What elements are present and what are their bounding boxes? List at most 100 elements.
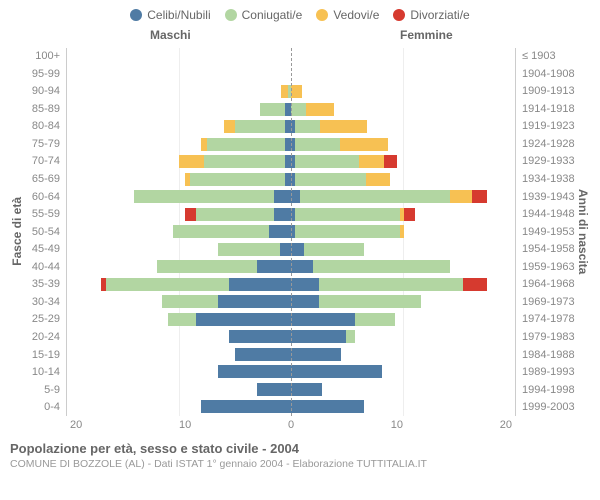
bar-segment xyxy=(291,243,304,256)
age-label: 80-84 xyxy=(24,120,60,132)
legend-swatch-divorced xyxy=(393,9,405,21)
bar-segment xyxy=(291,313,355,326)
year-label: 1974-1978 xyxy=(522,313,576,325)
age-label: 90-94 xyxy=(24,85,60,97)
female-bars xyxy=(291,118,515,136)
female-bars xyxy=(291,223,515,241)
bar-segment xyxy=(291,330,346,343)
age-label: 40-44 xyxy=(24,261,60,273)
year-label: 1929-1933 xyxy=(522,155,576,167)
bar-segment xyxy=(196,208,274,221)
bar-segment xyxy=(204,155,286,168)
age-label: 60-64 xyxy=(24,191,60,203)
year-label: 1939-1943 xyxy=(522,191,576,203)
bar-segment xyxy=(295,155,359,168)
year-label: 1924-1928 xyxy=(522,138,576,150)
legend-label: Vedovi/e xyxy=(333,8,379,22)
header-females: Femmine xyxy=(400,28,453,42)
bar-segment xyxy=(384,155,397,168)
bar-segment xyxy=(319,278,463,291)
bar-segment xyxy=(295,120,320,133)
age-label: 70-74 xyxy=(24,155,60,167)
bar-segment xyxy=(280,243,291,256)
male-bars xyxy=(67,83,291,101)
bar-segment xyxy=(218,295,291,308)
legend-item: Divorziati/e xyxy=(393,8,469,22)
female-bars xyxy=(291,136,515,154)
bar-segment xyxy=(106,278,229,291)
age-label: 75-79 xyxy=(24,138,60,150)
x-tick: 10 xyxy=(391,419,403,431)
female-bars xyxy=(291,241,515,259)
bar-segment xyxy=(295,208,399,221)
legend-swatch-single xyxy=(130,9,142,21)
chart-title: Popolazione per età, sesso e stato civil… xyxy=(10,441,590,456)
bar-segment xyxy=(257,383,291,396)
male-bars xyxy=(67,136,291,154)
population-pyramid: Fasce di età 100+95-9990-9485-8980-8475-… xyxy=(10,48,590,416)
bar-segment xyxy=(400,225,404,238)
year-label: 1969-1973 xyxy=(522,296,576,308)
female-bars xyxy=(291,363,515,381)
bar-segment xyxy=(229,278,291,291)
bar-segment xyxy=(291,103,306,116)
year-label: 1964-1968 xyxy=(522,278,576,290)
female-bars xyxy=(291,171,515,189)
year-label: 1904-1908 xyxy=(522,68,576,80)
female-bars xyxy=(291,206,515,224)
bar-segment xyxy=(235,120,285,133)
age-label: 85-89 xyxy=(24,103,60,115)
male-bars xyxy=(67,118,291,136)
male-bars xyxy=(67,153,291,171)
male-bars xyxy=(67,381,291,399)
legend-swatch-married xyxy=(225,9,237,21)
bar-segment xyxy=(291,278,319,291)
y-axis-label-left: Fasce di età xyxy=(10,48,24,416)
male-bars xyxy=(67,48,291,66)
bar-segment xyxy=(185,208,196,221)
age-label: 5-9 xyxy=(24,384,60,396)
legend: Celibi/Nubili Coniugati/e Vedovi/e Divor… xyxy=(10,8,590,22)
bar-segment xyxy=(291,190,300,203)
bar-segment xyxy=(269,225,291,238)
bar-segment xyxy=(291,400,364,413)
bar-segment xyxy=(190,173,285,186)
bar-segment xyxy=(229,330,291,343)
bar-segment xyxy=(472,190,487,203)
year-label: 1949-1953 xyxy=(522,226,576,238)
bar-segment xyxy=(295,173,366,186)
bar-segment xyxy=(291,295,319,308)
bar-segment xyxy=(366,173,390,186)
male-bars xyxy=(67,241,291,259)
bar-segment xyxy=(291,85,302,98)
year-label: 1999-2003 xyxy=(522,401,576,413)
bar-segment xyxy=(257,260,291,273)
female-bars xyxy=(291,293,515,311)
male-bars xyxy=(67,398,291,416)
x-axis: 20 10 0 10 20 xyxy=(10,419,590,431)
male-bars xyxy=(67,101,291,119)
plot-area xyxy=(66,48,516,416)
bar-segment xyxy=(179,155,204,168)
year-label: 1919-1923 xyxy=(522,120,576,132)
bar-segment xyxy=(313,260,450,273)
x-tick: 20 xyxy=(500,419,512,431)
bar-segment xyxy=(274,190,291,203)
bar-segment xyxy=(196,313,291,326)
year-label: 1909-1913 xyxy=(522,85,576,97)
bar-segment xyxy=(300,190,450,203)
bar-segment xyxy=(291,365,382,378)
y-axis-label-right: Anni di nascita xyxy=(576,48,590,416)
year-label: 1959-1963 xyxy=(522,261,576,273)
female-bars xyxy=(291,311,515,329)
year-label: 1979-1983 xyxy=(522,331,576,343)
male-bars xyxy=(67,346,291,364)
year-label: 1934-1938 xyxy=(522,173,576,185)
bar-segment xyxy=(173,225,268,238)
bar-segment xyxy=(463,278,487,291)
age-label: 55-59 xyxy=(24,208,60,220)
bar-segment xyxy=(319,295,421,308)
age-label: 30-34 xyxy=(24,296,60,308)
bar-segment xyxy=(235,348,291,361)
year-label: 1984-1988 xyxy=(522,349,576,361)
